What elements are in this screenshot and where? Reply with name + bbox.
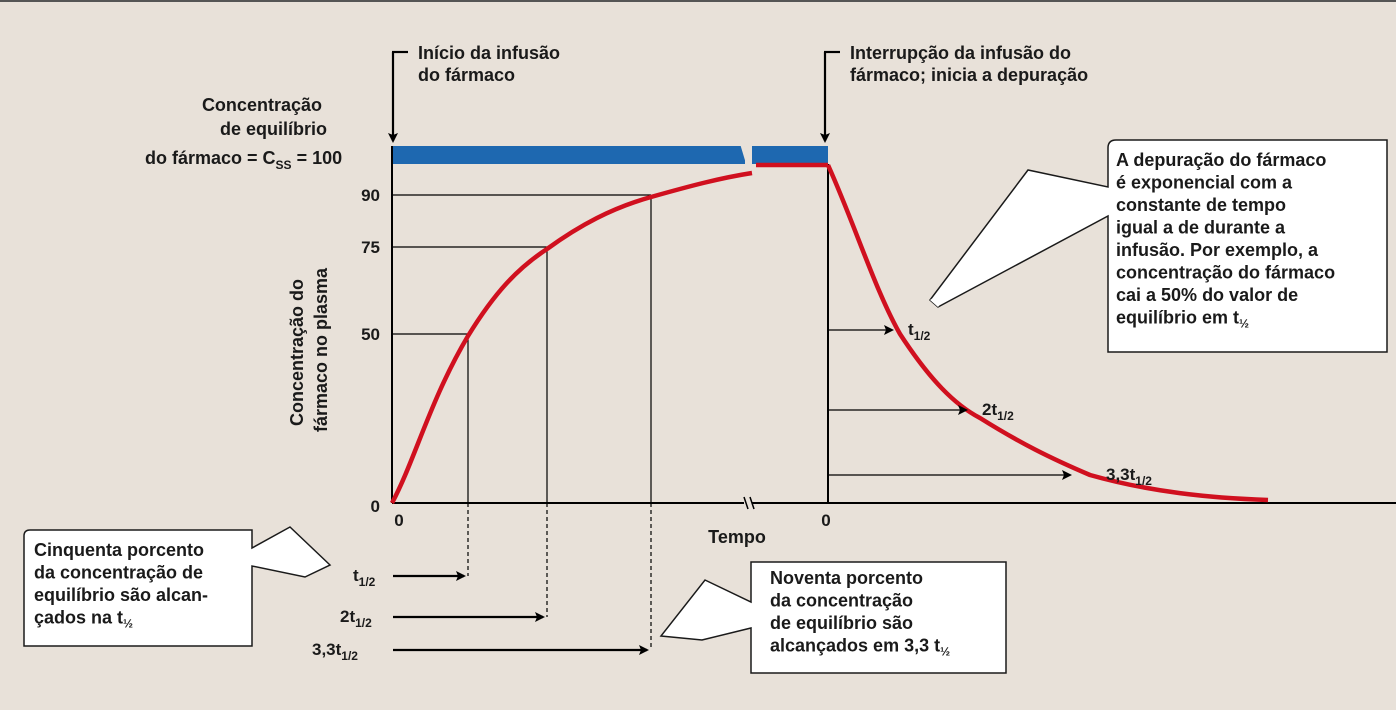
axis-break-mark [743,496,749,510]
reference-lines [392,194,652,650]
start-label: Início da infusão do fármaco [418,43,565,85]
svg-text:Cinquenta porcento da co: Cinquenta porcento da concentração de eq… [34,540,213,631]
svg-text:Noventa porcento da conc: Noventa porcento da concentração de equi… [770,568,950,659]
depuracao-callout: A depuração do fármaco é exponencial com… [928,139,1388,353]
infusion-half-life-1-label: t1/2 [353,566,376,589]
css-label: Concentração de equilíbrio [202,95,327,139]
x-tick-label: 0 [821,511,830,530]
elimination-markers [828,325,1072,480]
x-axis-title: Tempo [708,527,766,547]
steady-state-bar [752,146,828,164]
accumulation-curve [390,170,753,505]
start-arrow [388,50,408,143]
y-tick-label: 50 [361,325,380,344]
infusion-half-life-2-label: 2t1/2 [340,607,372,630]
infusion-half-life-3-label: 3,3t1/2 [312,640,358,663]
svg-text:A depuração do fármaco é: A depuração do fármaco é exponencial com… [1116,150,1340,331]
noventa-callout: Noventa porcento da concentração de equi… [659,561,1007,674]
elim-half-life-1-label: t1/2 [908,320,931,343]
steady-state-bar [392,146,745,164]
elimination-curve [825,164,1269,503]
y-axis-title: Concentração do fármaco no plasma [287,267,331,432]
stop-label: Interrupção da infusão do fármaco; inici… [850,43,1088,85]
elim-half-life-3-label: 3,3t1/2 [1106,465,1152,488]
x-tick-label: 0 [394,511,403,530]
infusion-markers [393,571,649,655]
axis-break-mark [749,496,755,510]
y-tick-label: 90 [361,186,380,205]
stop-arrow [820,50,840,143]
y-tick-label: 75 [361,238,380,257]
axis-break-mark [739,139,752,171]
elim-half-life-2-label: 2t1/2 [982,400,1014,423]
css-label: do fármaco = CSS = 100 [145,148,342,172]
cinquenta-callout: Cinquenta porcento da concentração de eq… [23,526,332,647]
y-tick-label: 0 [371,497,380,516]
